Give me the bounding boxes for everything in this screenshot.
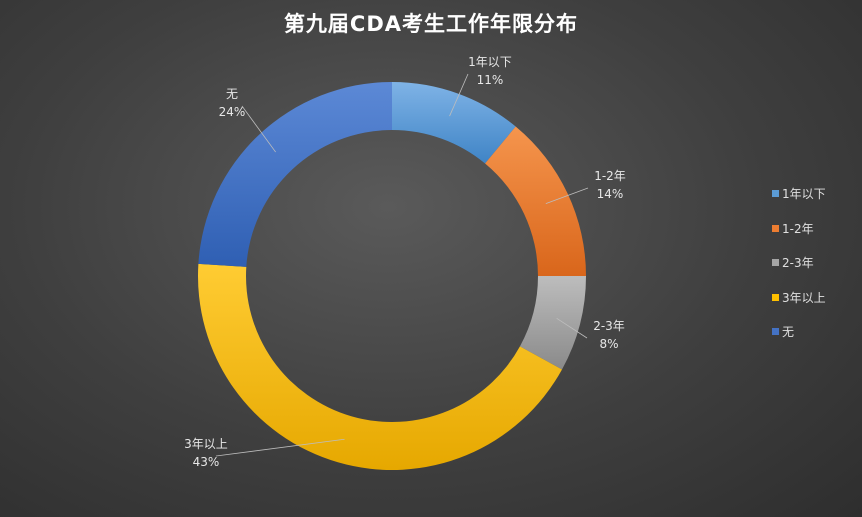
- legend-label: 无: [782, 325, 795, 339]
- leader-line: [215, 438, 345, 457]
- slice-value-label: 8%: [599, 337, 618, 351]
- slice-category-label: 1-2年: [594, 169, 626, 183]
- leader-line: [449, 73, 469, 117]
- legend-item: 1年以下: [772, 182, 826, 205]
- slice-category-label: 2-3年: [593, 319, 625, 333]
- legend-label: 3年以上: [782, 290, 826, 305]
- slice-category-label: 无: [226, 87, 238, 101]
- legend-item: 2-3年: [772, 251, 826, 274]
- legend: 1年以下 1-2年 2-3年 3年以上 无: [772, 182, 826, 355]
- legend-item: 无: [772, 320, 826, 343]
- legend-item: 3年以上: [772, 286, 826, 309]
- legend-label: 1年以下: [782, 187, 826, 201]
- slice-value-label: 43%: [193, 455, 220, 469]
- legend-item: 1-2年: [772, 217, 826, 240]
- legend-swatch: [772, 224, 779, 232]
- slice-value-label: 14%: [597, 187, 624, 201]
- chart-title: 第九届CDA考生工作年限分布: [283, 12, 579, 36]
- legend-swatch: [772, 259, 779, 266]
- slice-category-label: 1年以下: [468, 55, 512, 69]
- legend-swatch: [772, 190, 779, 197]
- leader-line: [556, 317, 588, 339]
- donut-slice: [198, 263, 563, 470]
- donut-slice: [198, 82, 392, 267]
- legend-label: 2-3年: [782, 256, 814, 270]
- slice-category-label: 3年以上: [184, 437, 228, 451]
- leader-line: [241, 105, 276, 153]
- donut-slice: [485, 126, 586, 276]
- legend-swatch: [772, 293, 779, 301]
- slice-value-label: 11%: [477, 73, 504, 87]
- legend-swatch: [772, 328, 779, 335]
- legend-label: 1-2年: [782, 221, 814, 236]
- leader-line: [545, 187, 589, 204]
- donut-slice: [519, 276, 586, 370]
- donut-slice: [392, 82, 516, 164]
- slice-value-label: 24%: [219, 105, 246, 119]
